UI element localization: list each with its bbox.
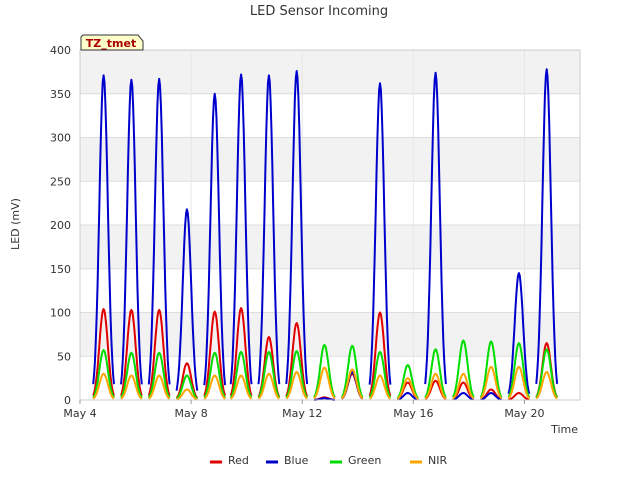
plot-band xyxy=(80,268,580,313)
legend-label: Green xyxy=(348,454,381,467)
y-tick-label: 0 xyxy=(64,394,71,407)
x-tick-label: May 8 xyxy=(174,407,207,420)
x-tick-label: May 20 xyxy=(504,407,544,420)
x-tick-label: May 4 xyxy=(63,407,96,420)
series-layer xyxy=(92,68,559,401)
y-tick-label: 100 xyxy=(50,307,71,320)
y-tick-label: 350 xyxy=(50,88,71,101)
plot-band xyxy=(80,93,580,138)
legend-item-red: Red xyxy=(210,454,249,467)
chart-title: LED Sensor Incoming xyxy=(250,4,388,19)
series-line-green xyxy=(92,339,558,400)
y-tick-label: 150 xyxy=(50,263,71,276)
legend-item-green: Green xyxy=(330,454,381,467)
series-line-nir xyxy=(92,365,558,401)
legend-item-nir: NIR xyxy=(410,454,447,467)
site-badge: TZ_tmet xyxy=(80,34,144,51)
y-tick-label: 250 xyxy=(50,175,71,188)
series-line-blue xyxy=(92,68,559,401)
legend-label: NIR xyxy=(428,454,447,467)
axes xyxy=(79,49,581,401)
legend: Red Blue Green NIR xyxy=(210,454,447,467)
plot-band xyxy=(80,50,580,94)
legend-label: Red xyxy=(228,454,249,467)
x-tick-labels: May 4 May 8 May 12 May 16 May 20 xyxy=(63,400,545,420)
y-tick-label: 50 xyxy=(57,350,71,363)
y-tick-labels: 0 50 100 150 200 250 300 350 400 xyxy=(50,44,71,407)
plot-frame xyxy=(79,49,581,401)
series-line-red xyxy=(92,307,558,401)
y-axis-label: LED (mV) xyxy=(9,198,22,250)
legend-label: Blue xyxy=(284,454,309,467)
site-badge-label: TZ_tmet xyxy=(86,37,136,50)
y-tick-label: 300 xyxy=(50,132,71,145)
y-tick-label: 200 xyxy=(50,219,71,232)
y-tick-label: 400 xyxy=(50,44,71,57)
x-axis-label: Time xyxy=(550,423,578,436)
x-tick-label: May 12 xyxy=(282,407,322,420)
x-tick-label: May 16 xyxy=(393,407,433,420)
legend-item-blue: Blue xyxy=(266,454,309,467)
